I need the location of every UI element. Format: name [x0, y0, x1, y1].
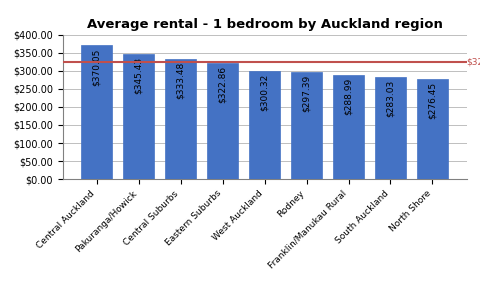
Bar: [416, 79, 447, 179]
Text: $297.39: $297.39: [301, 75, 311, 112]
Text: $333.48: $333.48: [176, 62, 185, 99]
Text: $322.86: $322.86: [217, 65, 227, 103]
Bar: [81, 45, 112, 179]
Bar: [165, 59, 196, 179]
Text: $300.32: $300.32: [260, 74, 268, 111]
Bar: [122, 54, 154, 179]
Bar: [248, 71, 280, 179]
Bar: [374, 77, 406, 179]
Text: $276.45: $276.45: [427, 82, 436, 119]
Bar: [290, 72, 322, 179]
Text: $345.43: $345.43: [134, 57, 143, 95]
Bar: [206, 62, 238, 179]
Text: $370.05: $370.05: [92, 48, 101, 86]
Bar: [332, 75, 363, 179]
Title: Average rental - 1 bedroom by Auckland region: Average rental - 1 bedroom by Auckland r…: [86, 18, 442, 31]
Text: $325.68: $325.68: [466, 57, 480, 66]
Text: $288.99: $288.99: [343, 78, 352, 115]
Text: $283.03: $283.03: [385, 80, 394, 117]
